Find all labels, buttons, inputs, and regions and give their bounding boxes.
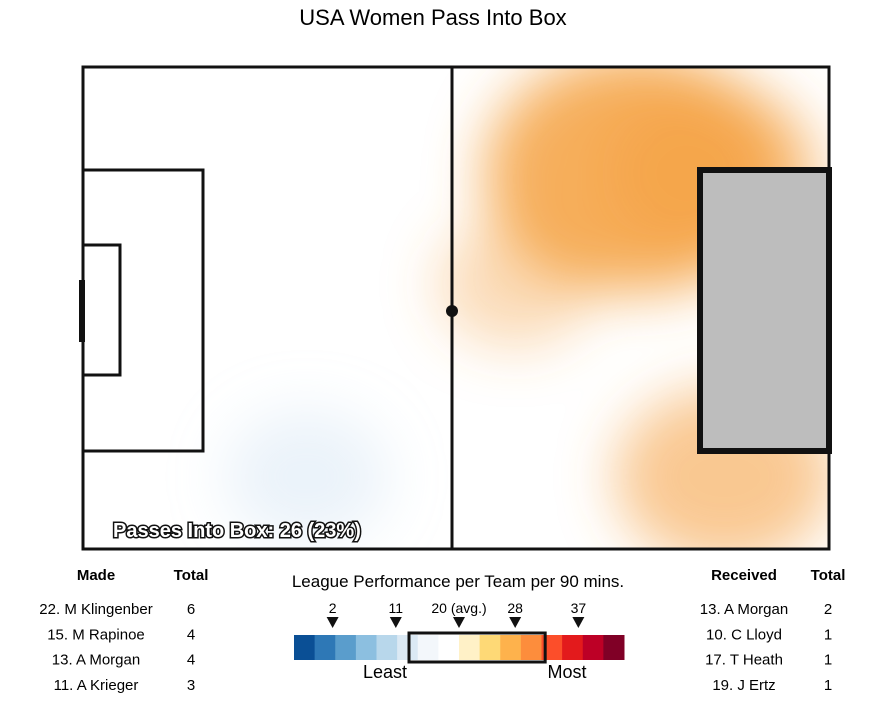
legend-marker-arrow: [453, 617, 465, 628]
legend-marker-label: 11: [389, 600, 404, 616]
received-total-header: Total: [811, 567, 846, 584]
legend-marker-label: 20 (avg.): [431, 600, 486, 616]
legend-swatch: [438, 635, 460, 660]
legend-swatch: [376, 635, 398, 660]
heat-blob: [437, 219, 594, 348]
made-row-name: 11. A Krieger: [54, 677, 139, 694]
legend-marker-label: 2: [329, 600, 337, 616]
legend-swatch: [459, 635, 481, 660]
received-table: Received Total 13. A Morgan 2 10. C Lloyd 1…: [700, 567, 846, 694]
legend-swatch: [582, 635, 604, 660]
received-row-name: 19. J Ertz: [712, 677, 775, 694]
legend-swatch: [355, 635, 377, 660]
received-row-name: 10. C Lloyd: [706, 626, 782, 643]
heat-blob: [224, 409, 390, 545]
legend-marker-label: 28: [507, 600, 523, 616]
made-row-total: 4: [187, 652, 195, 669]
received-row-name: 17. T Heath: [705, 652, 783, 669]
made-row-name: 22. M Klingenber: [39, 601, 152, 618]
legend-marker-arrow: [326, 617, 339, 628]
legend-swatch: [335, 635, 357, 660]
received-row-total: 1: [824, 626, 832, 643]
legend: League Performance per Team per 90 mins.…: [292, 572, 625, 682]
legend-swatch: [479, 635, 501, 660]
made-header: Made: [77, 567, 115, 584]
made-table: Made Total 22. M Klingenber 6 15. M Rapino…: [39, 567, 208, 694]
legend-swatch: [314, 635, 336, 660]
legend-swatch: [541, 635, 563, 660]
legend-swatch: [603, 635, 625, 660]
legend-marker-arrow: [509, 617, 522, 628]
left-penalty-box: [81, 168, 205, 453]
made-row-name: 15. M Rapinoe: [47, 626, 145, 643]
legend-marker-label: 37: [571, 600, 587, 616]
chart-title: USA Women Pass Into Box: [299, 5, 566, 30]
received-header: Received: [711, 567, 777, 584]
legend-marker-arrow: [572, 617, 585, 628]
made-row-total: 4: [187, 626, 195, 643]
made-row-total: 3: [187, 677, 195, 694]
legend-swatch: [520, 635, 542, 660]
legend-swatch: [500, 635, 522, 660]
received-row-total: 1: [824, 677, 832, 694]
legend-title: League Performance per Team per 90 mins.: [292, 572, 624, 591]
legend-least-label: Least: [363, 662, 407, 682]
made-row-name: 13. A Morgan: [52, 652, 140, 669]
centre-spot: [446, 305, 458, 317]
legend-swatch: [417, 635, 439, 660]
passes-into-box-label: Passes Into Box: 26 (23%): [113, 520, 361, 542]
legend-most-label: Most: [547, 662, 586, 682]
received-row-name: 13. A Morgan: [700, 601, 788, 618]
made-row-total: 6: [187, 601, 195, 618]
target-box: [697, 167, 832, 454]
left-six-yard-box: [81, 243, 122, 377]
received-row-total: 1: [824, 652, 832, 669]
legend-swatch: [294, 635, 316, 660]
legend-swatch: [562, 635, 584, 660]
legend-marker-arrow: [389, 617, 402, 628]
legend-highlight: [407, 631, 547, 664]
made-total-header: Total: [174, 567, 209, 584]
received-row-total: 2: [824, 601, 832, 618]
